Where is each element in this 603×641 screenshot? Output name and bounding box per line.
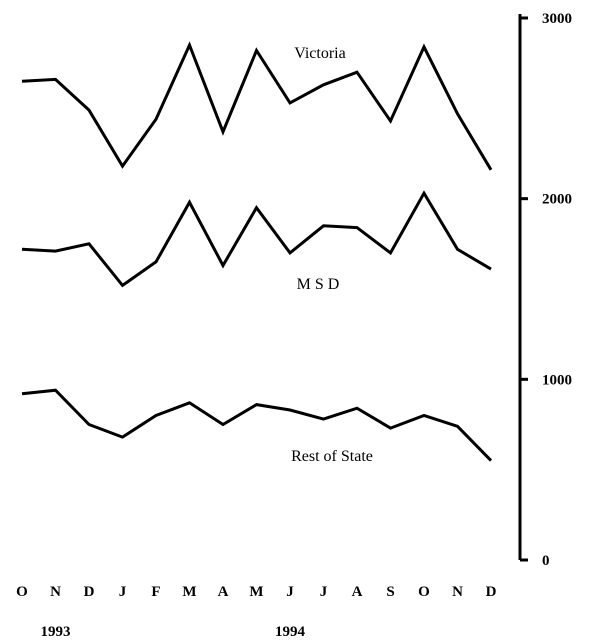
x-tick-label: M <box>182 584 196 600</box>
year-label: 1993 <box>41 624 71 640</box>
series-label-rest-of-state: Rest of State <box>291 448 373 465</box>
series-line-rest-of-state <box>21 388 493 462</box>
x-tick-label: S <box>386 584 394 600</box>
x-tick-label: A <box>218 584 229 600</box>
series-labels: Victoria M S D Rest of State <box>291 45 373 465</box>
series-lines <box>21 41 493 462</box>
x-tick-label: J <box>320 584 328 600</box>
series-label-victoria: Victoria <box>294 45 345 62</box>
x-tick-label: D <box>486 584 497 600</box>
x-tick-label: J <box>119 584 127 600</box>
y-tick-label: 2000 <box>542 192 572 208</box>
y-tick-label: 1000 <box>542 372 572 388</box>
x-tick-label: O <box>418 584 430 600</box>
y-tick-label: 3000 <box>542 11 572 27</box>
x-tick-label: O <box>16 584 28 600</box>
year-label: 1994 <box>275 624 306 640</box>
x-axis-labels: O N D J F M A M J J A S O N D 1993 1994 <box>16 584 496 640</box>
x-tick-label: J <box>286 584 294 600</box>
y-tick-label: 0 <box>542 553 550 569</box>
series-line-victoria <box>21 41 493 171</box>
x-tick-label: A <box>352 584 363 600</box>
x-tick-label: F <box>151 584 160 600</box>
y-axis: 0 1000 2000 3000 <box>518 11 572 569</box>
x-tick-label: M <box>249 584 263 600</box>
series-line-m-s-d <box>21 190 492 288</box>
x-tick-label: N <box>452 584 463 600</box>
series-label-m-s-d: M S D <box>297 276 340 293</box>
x-tick-label: D <box>84 584 95 600</box>
x-tick-label: N <box>50 584 61 600</box>
